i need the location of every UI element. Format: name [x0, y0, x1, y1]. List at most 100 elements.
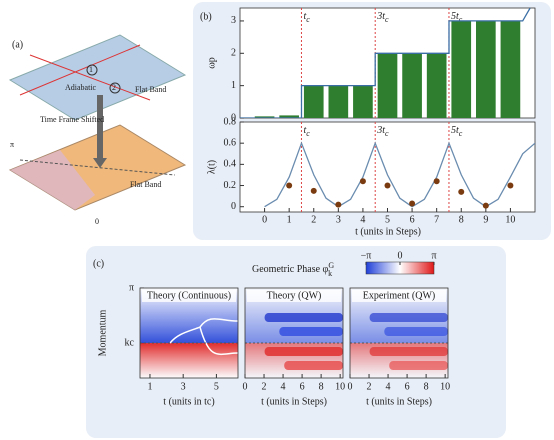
bar [377, 53, 398, 119]
x-tick-label: 4 [360, 214, 365, 225]
annotation-label: 3tc [376, 11, 389, 24]
x-axis-label: t (units in Steps) [366, 396, 432, 407]
panel-title: Theory (QW) [267, 290, 322, 301]
y-tick-label: 0.8 [224, 116, 237, 127]
annotation-label: tc [303, 11, 310, 24]
point [409, 200, 416, 207]
bar [303, 85, 324, 118]
shifted-region [10, 150, 95, 210]
annotation-text: 5t [451, 125, 459, 136]
title-sub: k [328, 269, 332, 278]
y-tick-label: 0.2 [224, 180, 237, 191]
point [433, 178, 440, 185]
x-tick-label: 0 [243, 381, 248, 392]
heat-stripe [264, 347, 343, 357]
annotation-text: 3t [376, 11, 385, 22]
x-tick-label: 0 [262, 214, 267, 225]
title-sup: G [328, 261, 334, 270]
y-tick-label: 0 [231, 112, 236, 123]
y-tick-label: 3 [231, 15, 236, 26]
x-axis-label: t (units in Steps) [355, 226, 421, 237]
colorbar-tick-label: π [431, 250, 436, 261]
colorbar-title: Geometric Phase φG k [252, 261, 334, 278]
bar [279, 115, 299, 118]
panel-title: Theory (Continuous) [147, 290, 231, 301]
arrow-head [93, 158, 107, 168]
bar [353, 85, 373, 118]
annotation-text: t [303, 11, 306, 22]
top-plane [8, 34, 187, 121]
point [384, 182, 391, 189]
heat-stripe [264, 313, 343, 323]
x-tick-label: 8 [459, 214, 464, 225]
line [240, 8, 531, 118]
panel-a: (a) Flat Band Flat Band Time Frame Shift… [8, 34, 187, 226]
annotation-sub: c [459, 15, 463, 24]
heat-stripe [284, 361, 343, 371]
panel-title-bg [142, 290, 236, 302]
annotation-label: 5tc [451, 125, 463, 138]
point [286, 182, 293, 189]
panel-title-bg [247, 290, 341, 302]
y-tick-label: 1 [231, 80, 236, 91]
annotation-label: tc [303, 125, 310, 138]
x-tick-label: 8 [424, 381, 429, 392]
point [458, 188, 465, 195]
diagram-label: Flat Band [130, 180, 161, 189]
y-tick-label: 0 [231, 201, 236, 212]
x-tick-label: 5 [385, 214, 390, 225]
bar [500, 20, 521, 118]
diagram-label: Flat Band [135, 85, 166, 94]
x-tick-label: 4 [386, 381, 391, 392]
heat-stripe [369, 313, 448, 323]
annotation-text: t [303, 125, 306, 136]
crossing-line [19, 44, 141, 96]
plot-frame [239, 121, 536, 213]
bar [402, 53, 422, 119]
bar [328, 85, 349, 118]
annotation-text: 5t [451, 11, 459, 22]
x-tick-label: 2 [311, 214, 316, 225]
y-tick-label: 2 [231, 48, 236, 59]
x-tick-label: 10 [440, 381, 450, 392]
annotation-sub: c [306, 129, 310, 138]
y-axis-label: λ(t) [206, 160, 217, 174]
point [310, 187, 317, 194]
x-tick-label: 2 [262, 381, 267, 392]
y-tick-label: π [129, 282, 134, 293]
point [359, 178, 366, 185]
point [335, 201, 342, 208]
colorbar-tick-label: −π [361, 250, 372, 261]
x-tick-label: 6 [300, 381, 305, 392]
bar [451, 20, 472, 118]
panel-frame [244, 287, 344, 379]
annotation-sub: c [306, 15, 310, 24]
x-tick-label: 8 [319, 381, 324, 392]
heat-down [140, 343, 238, 378]
panel-frame [349, 287, 449, 379]
point [482, 202, 489, 209]
x-tick-label: 2 [367, 381, 372, 392]
bar [254, 116, 275, 118]
annotation-sub: c [385, 15, 389, 24]
state-marker [109, 82, 121, 94]
y-tick-label: kc [125, 337, 135, 348]
heat-stripe [384, 327, 448, 337]
x-tick-label: 4 [281, 381, 286, 392]
panel-label: (b) [200, 11, 212, 22]
title: Geometric Phase φ [252, 264, 329, 275]
annotation-label: 3tc [376, 125, 389, 138]
heat-stripe [389, 361, 448, 371]
axis-label: 0 [95, 217, 99, 226]
x-tick-label: 3 [181, 381, 186, 392]
state-label: 2 [112, 83, 116, 92]
diagram-label: Time Frame Shifted [40, 115, 104, 124]
annotation-text: 3t [376, 125, 385, 136]
state-label: 1 [89, 65, 93, 74]
panel-label: (a) [12, 39, 23, 50]
bar [476, 20, 496, 118]
contour [169, 318, 239, 356]
x-axis-label: t (units in tc) [163, 396, 214, 407]
colorbar-tick-label: 0 [398, 250, 403, 261]
